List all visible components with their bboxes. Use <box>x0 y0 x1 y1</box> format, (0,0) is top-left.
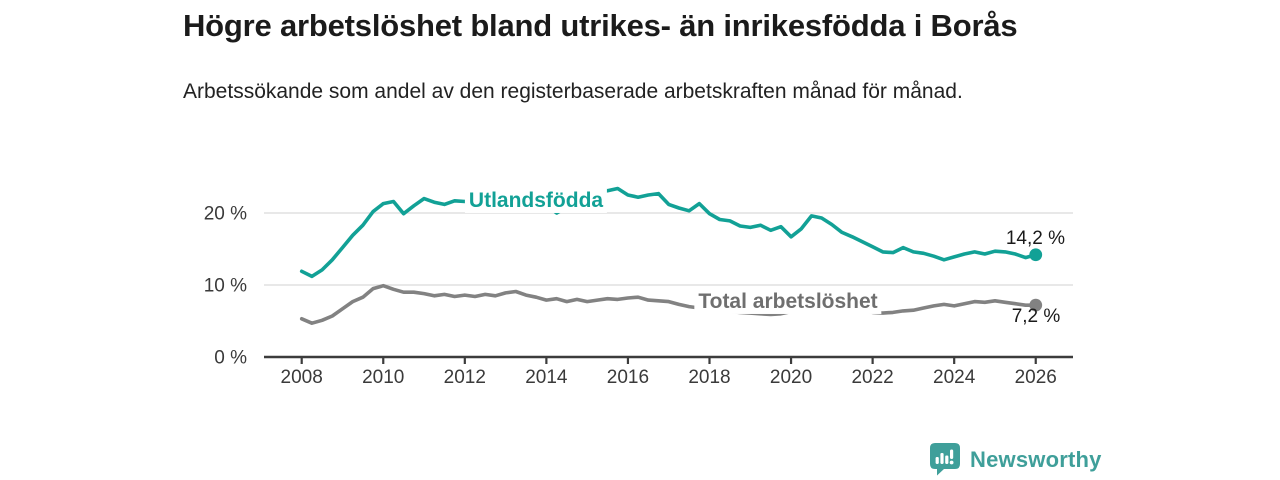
y-tick-label: 0 % <box>214 348 247 369</box>
x-tick-label: 2010 <box>362 367 404 388</box>
series-line-0 <box>299 186 1038 279</box>
end-value-label-total: 7,2 % <box>1011 306 1061 327</box>
series-end-dot-1 <box>1029 298 1043 312</box>
x-tick-label: 2012 <box>444 367 486 388</box>
series-line-1 <box>299 283 1038 326</box>
newsworthy-logo: Newsworthy <box>930 443 1102 476</box>
brand-name: Newsworthy <box>970 446 1102 472</box>
x-tick-label: 2008 <box>281 367 323 388</box>
x-tick-label: 2016 <box>607 367 649 388</box>
x-tick-label: 2014 <box>525 367 568 388</box>
series-label-utlandsfodda: Utlandsfödda <box>464 188 608 214</box>
bar-chart-bubble-icon <box>930 443 960 476</box>
x-tick-label: 2020 <box>770 367 812 388</box>
x-tick-label: 2026 <box>1015 367 1057 388</box>
x-tick-label: 2024 <box>933 367 976 388</box>
series-label-total-arbetsloshet: Total arbetslöshet <box>694 289 882 315</box>
end-value-label-utlandsfodda: 14,2 % <box>1005 228 1065 249</box>
x-tick-label: 2018 <box>688 367 730 388</box>
x-tick-label: 2022 <box>851 367 893 388</box>
y-tick-label: 20 % <box>204 204 247 225</box>
series-end-dot-0 <box>1029 248 1043 262</box>
chart-title: Högre arbetslöshet bland utrikes- än inr… <box>183 8 1018 43</box>
chart-subtitle: Arbetssökande som andel av den registerb… <box>183 80 963 103</box>
y-tick-label: 10 % <box>204 276 247 297</box>
